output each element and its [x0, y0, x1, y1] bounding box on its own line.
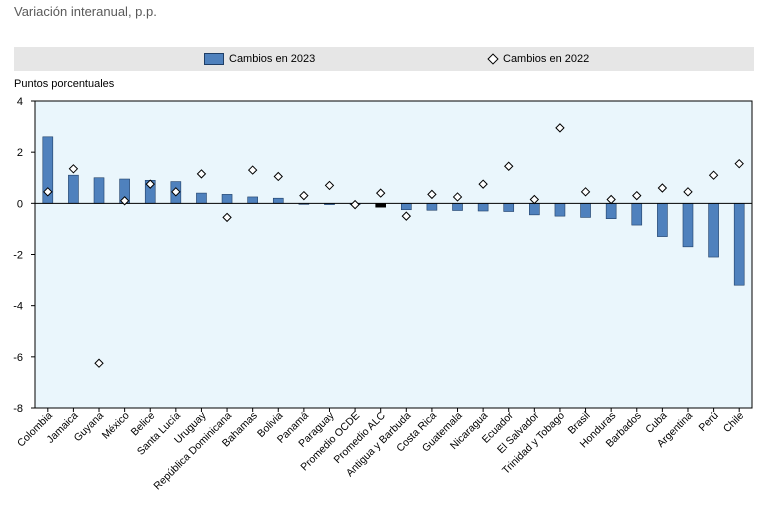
- legend-bar-swatch: [204, 53, 224, 65]
- plot-area: [35, 101, 752, 408]
- bar-chile: [733, 203, 745, 286]
- marker-república-dominicana: [222, 212, 232, 223]
- y-tick-label: 0: [17, 198, 23, 210]
- marker-panamá: [299, 190, 309, 201]
- marker-perú: [708, 170, 719, 180]
- marker-antigua-y-barbuda: [401, 211, 412, 221]
- marker-brasil: [580, 187, 591, 197]
- marker-promedio-alc: [375, 188, 386, 198]
- bar-promedio-alc: [375, 203, 386, 208]
- marker-costa-rica: [427, 189, 437, 200]
- marker-ecuador: [504, 161, 514, 171]
- bar-trinidad-y-tobago: [554, 203, 566, 217]
- bar-antigua-y-barbuda: [401, 203, 412, 211]
- bar-argentina: [682, 203, 694, 248]
- legend-label-2023: Cambios en 2023: [229, 53, 316, 65]
- x-tick-label: Colombia: [15, 410, 55, 450]
- marker-argentina: [683, 187, 693, 197]
- marker-nicaragua: [478, 179, 488, 189]
- bar-brasil: [580, 203, 591, 218]
- bar-perú: [708, 203, 719, 258]
- marker-trinidad-y-tobago: [555, 123, 565, 133]
- bar-costa-rica: [426, 203, 438, 211]
- marker-uruguay: [196, 169, 207, 179]
- plot-frame: [34, 100, 753, 409]
- bar-bolivia: [272, 197, 284, 204]
- y-tick-label: 4: [17, 96, 23, 108]
- marker-bolivia: [273, 171, 283, 182]
- y-tick-label: -8: [13, 403, 23, 415]
- marker-barbados: [632, 190, 642, 201]
- bar-bahamas: [247, 196, 258, 204]
- bar-uruguay: [196, 192, 207, 204]
- marker-guatemala: [452, 192, 463, 202]
- marker-promedio-ocde: [350, 199, 360, 210]
- marker-guyana: [94, 358, 104, 368]
- marker-colombia: [43, 187, 53, 197]
- x-tick-label: México: [100, 410, 132, 442]
- legend-item-2023: Cambios en 2023: [204, 47, 315, 71]
- marker-series-2022: [43, 123, 744, 368]
- legend-item-2022: Cambios en 2022: [487, 47, 590, 71]
- bar-nicaragua: [477, 203, 489, 212]
- marker-santa-lucía: [171, 187, 181, 197]
- y-tick-label: -2: [13, 250, 23, 262]
- bar-guatemala: [452, 203, 463, 211]
- marker-chile: [734, 158, 744, 169]
- marker-bahamas: [247, 165, 258, 175]
- marker-belice: [145, 179, 155, 189]
- marker-honduras: [606, 194, 616, 205]
- y-ticks: 4 2 0 -2 -4 -6 -8: [13, 96, 35, 415]
- y-axis-label: Puntos porcentuales: [14, 78, 115, 90]
- y-tick-label: -6: [13, 352, 23, 364]
- marker-jamaica: [68, 164, 79, 174]
- bar-barbados: [631, 203, 643, 226]
- y-tick-label: -4: [13, 301, 23, 313]
- bar-ecuador: [503, 203, 515, 212]
- bar-república-dominicana: [221, 194, 233, 204]
- bar-cuba: [657, 203, 668, 237]
- bar-jamaica: [68, 174, 79, 204]
- legend-label-2022: Cambios en 2022: [503, 53, 590, 65]
- bar-honduras: [605, 203, 617, 219]
- legend: Cambios en 2023 Cambios en 2022: [14, 47, 754, 71]
- x-tick-label: Chile: [721, 410, 747, 436]
- marker-el-salvador: [529, 194, 540, 205]
- bar-guyana: [93, 177, 105, 204]
- marker-cuba: [657, 183, 668, 193]
- chart-subtitle: Variación interanual, p.p.: [14, 4, 157, 19]
- marker-paraguay: [324, 180, 335, 191]
- marker-méxico: [119, 196, 130, 206]
- y-tick-label: 2: [17, 147, 23, 159]
- bar-el-salvador: [529, 203, 540, 216]
- x-tick-label: Perú: [697, 410, 721, 434]
